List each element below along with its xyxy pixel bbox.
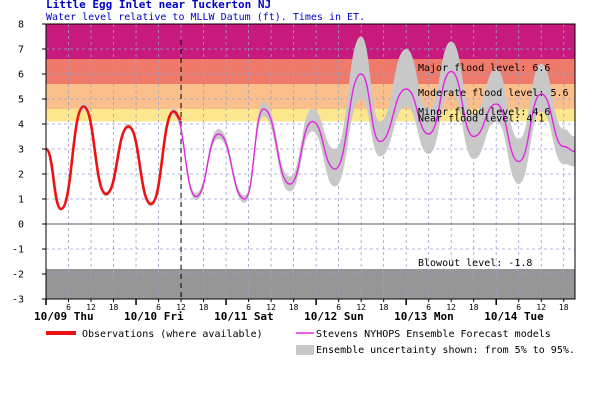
uncertainty-band (46, 36, 575, 211)
y-tick-label: 7 (18, 45, 24, 56)
x-hour-label: 12 (536, 303, 546, 312)
x-hour-label: 12 (86, 303, 96, 312)
legend-uncertainty-label: Ensemble uncertainty shown: from 5% to 9… (316, 345, 575, 356)
legend-forecast-label: Stevens NYHOPS Ensemble Forecast models (316, 329, 551, 340)
x-hour-label: 18 (199, 303, 209, 312)
threshold-band-1 (46, 59, 575, 84)
x-hour-label: 6 (516, 303, 521, 312)
x-day-label: 10/11 Sat (214, 310, 274, 323)
x-hour-label: 12 (446, 303, 456, 312)
y-tick-label: 3 (18, 145, 24, 156)
x-hour-label: 18 (379, 303, 389, 312)
x-day-label: 10/09 Thu (34, 310, 94, 323)
x-day-label: 10/13 Mon (394, 310, 454, 323)
uncertainty-area (46, 36, 575, 211)
y-tick-label: 2 (18, 170, 24, 181)
x-day-label: 10/12 Sun (304, 310, 364, 323)
y-tick-label: 1 (18, 195, 24, 206)
y-tick-label: 6 (18, 70, 24, 81)
legend: Observations (where available) Stevens NY… (46, 329, 575, 356)
x-hour-label: 6 (426, 303, 431, 312)
x-day-label: 10/10 Fri (124, 310, 184, 323)
y-tick-label: -3 (12, 295, 24, 306)
x-hour-label: 12 (176, 303, 186, 312)
chart-title: Little Egg Inlet near Tuckerton NJ (46, 0, 271, 11)
y-tick-label: 8 (18, 20, 24, 31)
threshold-labels: Major flood level: 6.6 Moderate flood lev… (418, 63, 569, 269)
plot-frame (45, 23, 576, 300)
series-observations-line (44, 105, 182, 211)
x-hour-label: 18 (469, 303, 479, 312)
threshold-label-1: Moderate flood level: 5.6 (418, 88, 569, 99)
threshold-label-3: Near flood level: 4.1 (418, 114, 544, 125)
y-tick-label: 4 (18, 120, 24, 131)
chart-subtitle: Water level relative to MLLW Datum (ft).… (46, 12, 365, 23)
threshold-band-4 (46, 269, 575, 299)
threshold-label-4: Blowout level: -1.8 (418, 258, 532, 269)
x-day-label: 10/14 Tue (484, 310, 544, 323)
threshold-band-0 (46, 24, 575, 59)
y-tick-label: -2 (12, 270, 24, 281)
x-hour-label: 6 (66, 303, 71, 312)
x-hour-label: 18 (289, 303, 299, 312)
x-hour-label: 6 (246, 303, 251, 312)
x-hour-label: 18 (559, 303, 569, 312)
x-hour-label: 12 (356, 303, 366, 312)
series-lines (44, 70, 576, 211)
threshold-label-2: Minor flood level: 4.6 (418, 107, 550, 118)
y-tick-label: 5 (18, 95, 24, 106)
legend-uncertainty-swatch (296, 345, 314, 355)
x-hour-label: 6 (336, 303, 341, 312)
legend-observations-label: Observations (where available) (82, 329, 263, 340)
y-tick-label: 0 (18, 220, 24, 231)
threshold-label-0: Major flood level: 6.6 (418, 63, 550, 74)
x-hour-label: 6 (156, 303, 161, 312)
y-tick-label: -1 (12, 245, 24, 256)
x-hour-label: 12 (266, 303, 276, 312)
x-hour-label: 18 (109, 303, 119, 312)
